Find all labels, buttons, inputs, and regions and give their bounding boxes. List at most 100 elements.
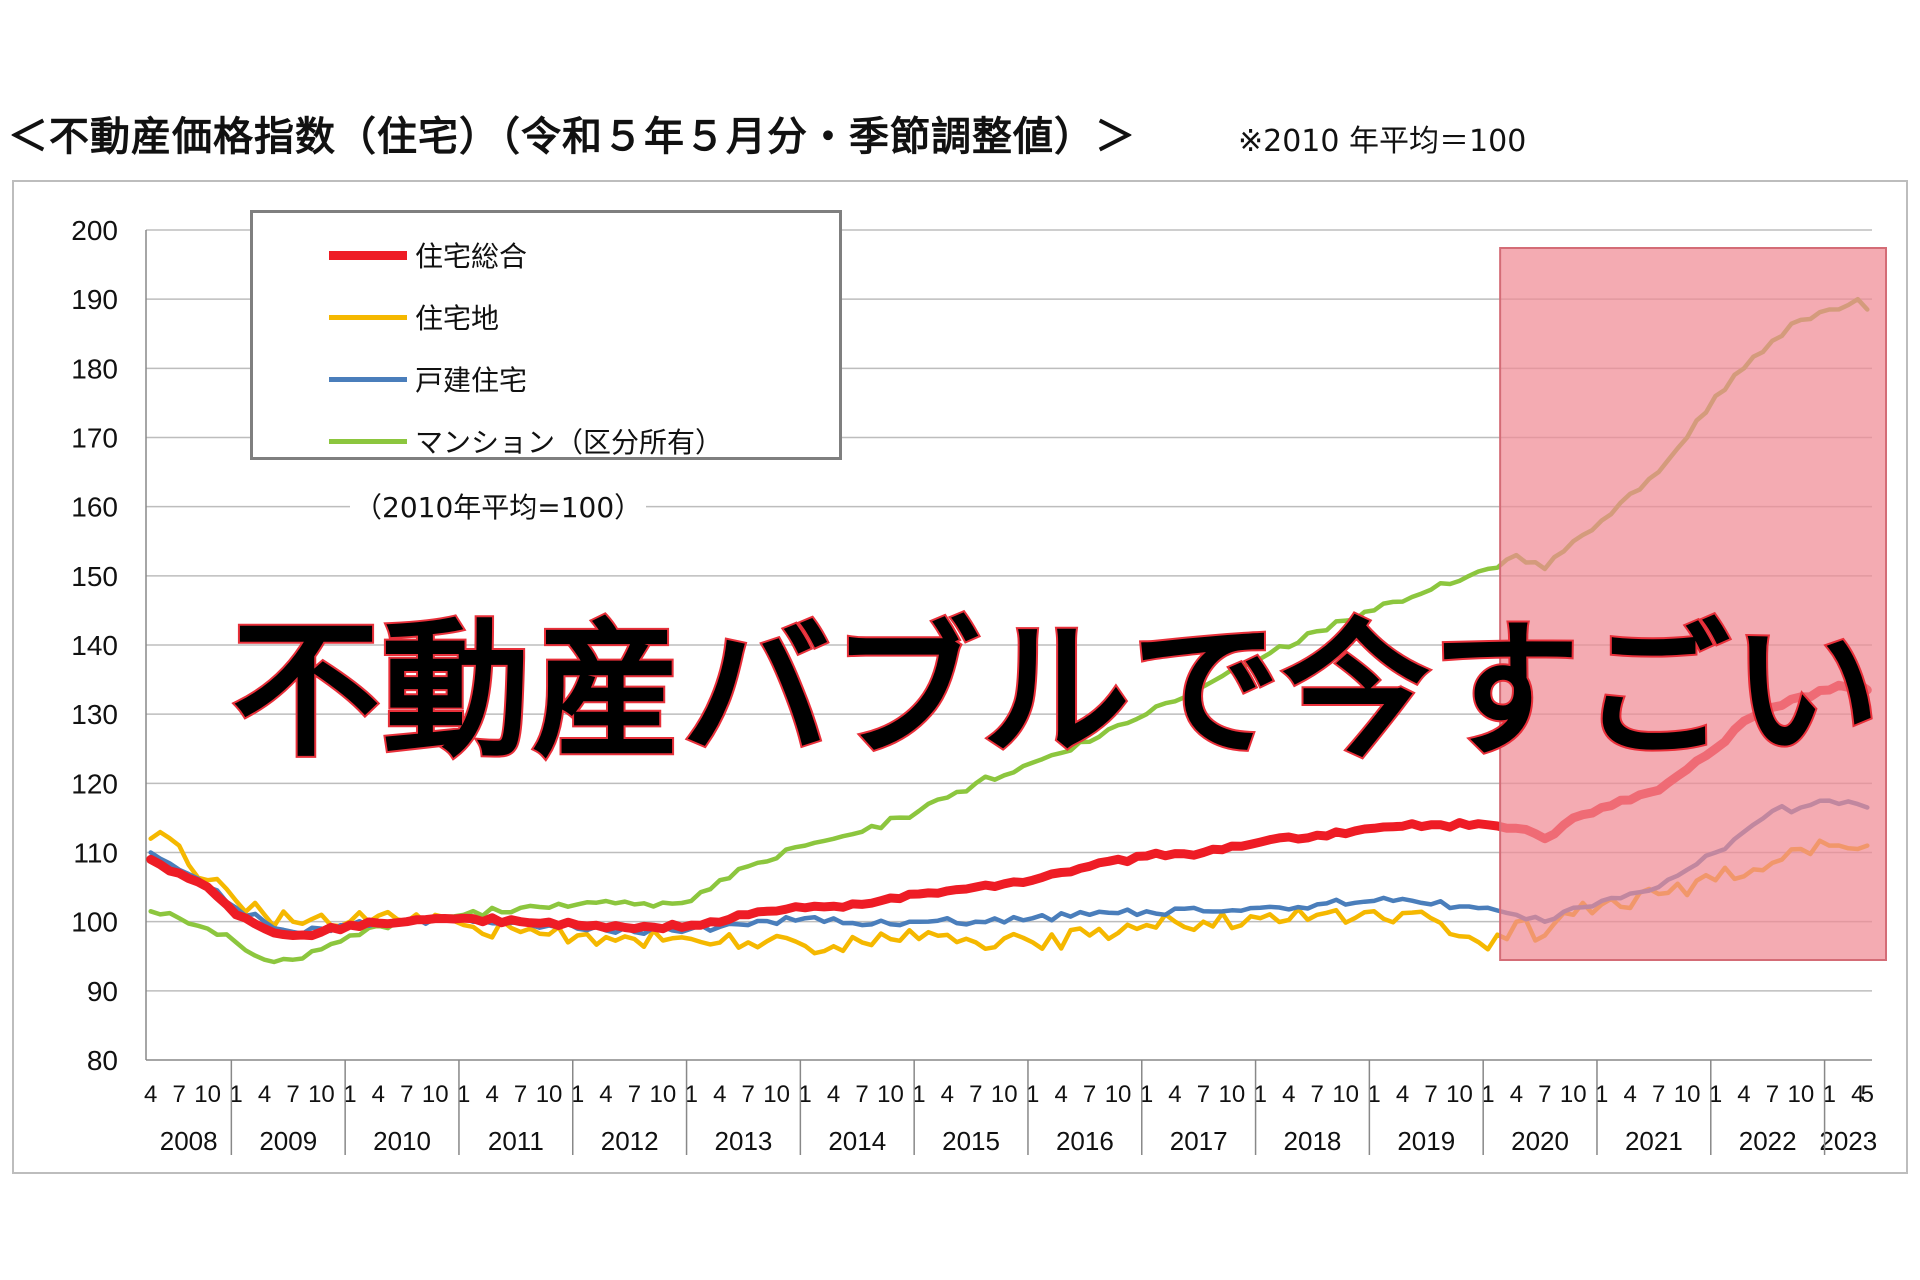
x-month-tick: 1 [571, 1081, 584, 1108]
x-month-tick: 1 [1709, 1081, 1722, 1108]
y-tick-label: 140 [71, 630, 118, 661]
x-month-tick: 4 [144, 1081, 157, 1108]
x-year-label: 2021 [1625, 1126, 1683, 1156]
x-month-tick: 7 [286, 1081, 299, 1108]
y-tick-label: 190 [71, 284, 118, 315]
x-month-tick: 7 [1083, 1081, 1096, 1108]
legend-item-house: 戸建住宅 [329, 359, 527, 399]
x-month-tick: 4 [1282, 1081, 1295, 1108]
x-month-tick: 4 [1851, 1081, 1864, 1108]
x-month-tick: 10 [1788, 1081, 1815, 1108]
y-tick-label: 100 [71, 907, 118, 938]
legend-swatch-land [329, 314, 407, 320]
y-tick-label: 130 [71, 699, 118, 730]
x-month-tick: 7 [1424, 1081, 1437, 1108]
x-month-tick: 7 [969, 1081, 982, 1108]
y-tick-label: 90 [87, 976, 118, 1007]
x-year-label: 2011 [488, 1126, 544, 1156]
x-year-label: 2010 [373, 1126, 431, 1156]
x-year-label: 2018 [1284, 1126, 1342, 1156]
legend-label: 住宅地 [415, 302, 500, 335]
x-month-tick: 4 [372, 1081, 385, 1108]
x-month-tick: 7 [400, 1081, 413, 1108]
y-tick-label: 80 [87, 1045, 118, 1076]
x-month-tick: 10 [1674, 1081, 1701, 1108]
x-month-tick: 7 [1311, 1081, 1324, 1108]
x-month-tick: 7 [628, 1081, 641, 1108]
x-year-label: 2008 [160, 1126, 218, 1156]
legend-item-total: 住宅総合 [329, 235, 527, 275]
x-year-label: 2009 [259, 1126, 317, 1156]
y-tick-label: 200 [71, 215, 118, 246]
x-month-tick: 10 [650, 1081, 677, 1108]
x-month-tick: 7 [514, 1081, 527, 1108]
y-tick-label: 150 [71, 561, 118, 592]
legend-label: 戸建住宅 [415, 364, 528, 397]
x-year-label: 2019 [1397, 1126, 1455, 1156]
legend-label: マンション（区分所有） [415, 426, 724, 459]
x-year-label: 2017 [1170, 1126, 1228, 1156]
y-tick-label: 120 [71, 768, 118, 799]
x-month-tick: 4 [599, 1081, 612, 1108]
x-month-tick: 7 [855, 1081, 868, 1108]
x-month-tick: 4 [941, 1081, 954, 1108]
x-month-tick: 4 [1396, 1081, 1409, 1108]
x-month-tick: 4 [1737, 1081, 1750, 1108]
y-tick-label: 160 [71, 492, 118, 523]
highlight-band [1499, 247, 1887, 961]
x-month-tick: 1 [457, 1081, 470, 1108]
x-month-tick: 1 [1254, 1081, 1267, 1108]
x-month-tick: 4 [713, 1081, 726, 1108]
x-month-tick: 10 [877, 1081, 904, 1108]
x-month-tick: 1 [1026, 1081, 1039, 1108]
x-month-tick: 5 [1861, 1081, 1874, 1108]
y-tick-label: 170 [71, 423, 118, 454]
x-month-tick: 1 [1481, 1081, 1494, 1108]
base-index-note: ※2010 年平均＝100 [1238, 124, 1527, 159]
x-month-tick: 7 [1652, 1081, 1665, 1108]
x-month-tick: 10 [1332, 1081, 1359, 1108]
x-month-tick: 7 [1197, 1081, 1210, 1108]
x-year-label: 2023 [1819, 1126, 1877, 1156]
x-month-tick: 1 [1595, 1081, 1608, 1108]
legend-swatch-house [329, 376, 407, 382]
x-month-tick: 10 [763, 1081, 790, 1108]
x-month-tick: 1 [229, 1081, 242, 1108]
x-month-tick: 10 [1105, 1081, 1132, 1108]
x-month-tick: 10 [308, 1081, 335, 1108]
x-month-tick: 1 [912, 1081, 925, 1108]
chart-frame [12, 180, 1908, 1174]
legend-label: 住宅総合 [415, 240, 528, 273]
x-month-tick: 4 [1623, 1081, 1636, 1108]
x-month-tick: 1 [798, 1081, 811, 1108]
page-title: ＜不動産価格指数（住宅）（令和５年５月分・季節調整値）＞ [8, 114, 1136, 160]
y-tick-label: 110 [73, 838, 118, 869]
x-month-tick: 10 [1560, 1081, 1587, 1108]
x-month-tick: 4 [827, 1081, 840, 1108]
legend-swatch-condo [329, 438, 407, 444]
y-tick-label: 180 [71, 353, 118, 384]
legend-item-condo: マンション（区分所有） [329, 421, 723, 461]
x-year-label: 2020 [1511, 1126, 1569, 1156]
x-year-label: 2014 [828, 1126, 886, 1156]
x-month-tick: 7 [1766, 1081, 1779, 1108]
x-year-label: 2016 [1056, 1126, 1114, 1156]
x-month-tick: 10 [422, 1081, 449, 1108]
x-month-tick: 10 [1446, 1081, 1473, 1108]
x-month-tick: 10 [1219, 1081, 1246, 1108]
legend-item-land: 住宅地 [329, 297, 499, 337]
legend-swatch-total [329, 250, 407, 260]
x-year-label: 2013 [715, 1126, 773, 1156]
x-month-tick: 1 [1367, 1081, 1380, 1108]
x-month-tick: 7 [1538, 1081, 1551, 1108]
x-month-tick: 4 [258, 1081, 271, 1108]
x-year-label: 2015 [942, 1126, 1000, 1156]
x-month-tick: 7 [742, 1081, 755, 1108]
x-month-tick: 4 [1168, 1081, 1181, 1108]
chart-base-note: （2010年平均=100） [350, 486, 647, 526]
x-month-tick: 1 [1823, 1081, 1836, 1108]
x-month-tick: 1 [685, 1081, 698, 1108]
x-month-tick: 10 [991, 1081, 1018, 1108]
x-month-tick: 10 [194, 1081, 221, 1108]
